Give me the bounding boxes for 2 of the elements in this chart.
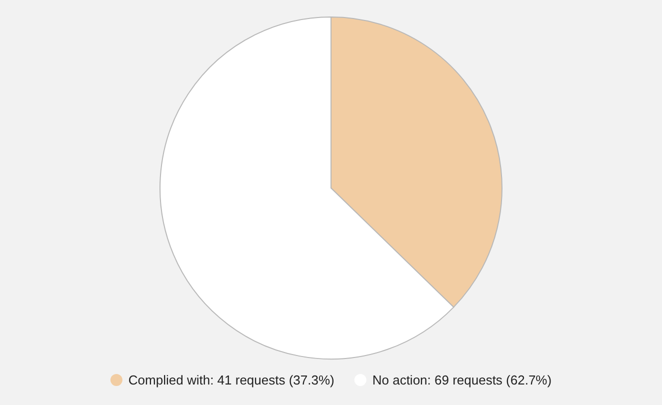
legend-label: Complied with: 41 requests (37.3%) — [128, 372, 334, 388]
slice-label: No action: 69 requests (62.7%) — [372, 372, 552, 388]
